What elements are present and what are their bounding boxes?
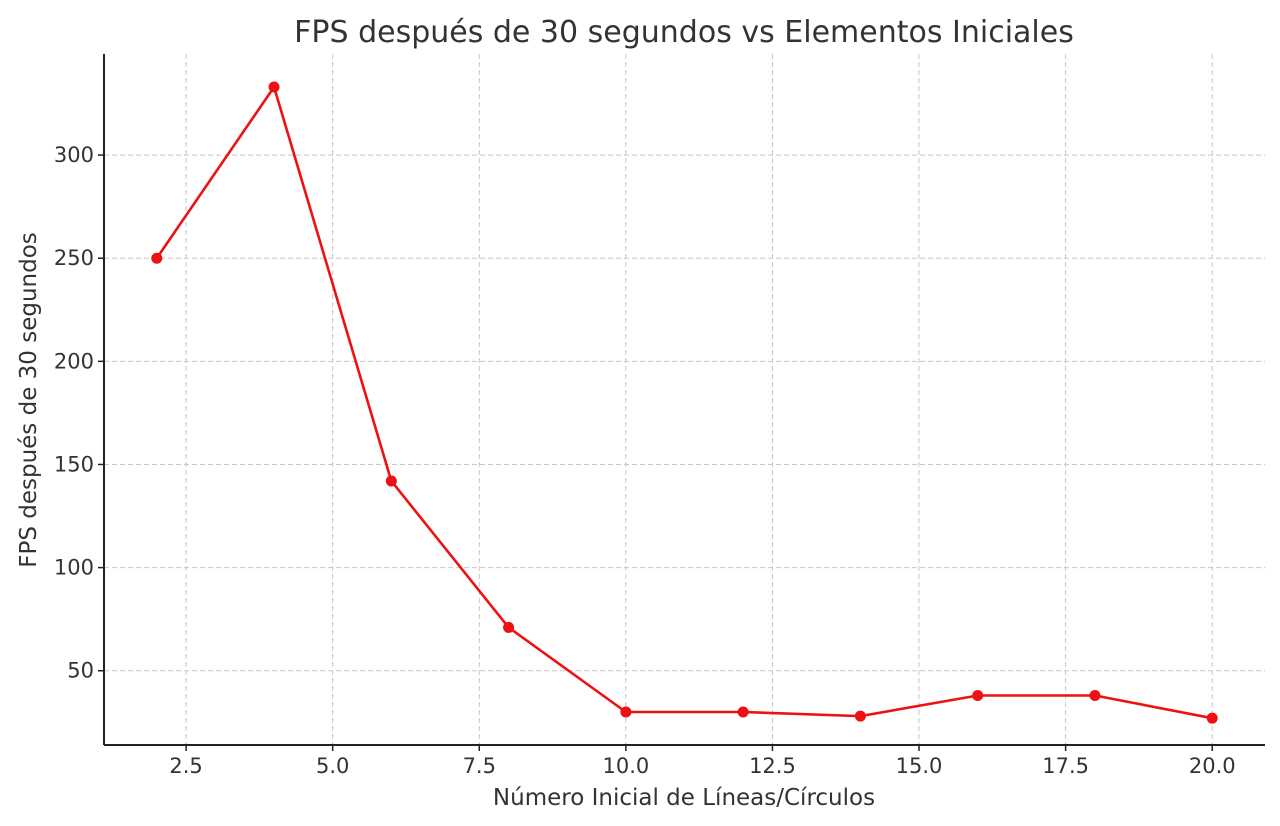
x-tick-label: 17.5	[1042, 754, 1089, 778]
data-point	[1206, 712, 1218, 724]
y-axis-label: FPS después de 30 segundos	[16, 232, 42, 568]
y-tick-label: 50	[67, 659, 94, 683]
data-point	[972, 689, 984, 701]
x-tick-label: 2.5	[169, 754, 202, 778]
y-tick-label: 200	[54, 349, 94, 373]
y-axis-ticks: 50 100 150 200 250 300	[54, 143, 104, 683]
x-axis-ticks: 2.5 5.0 7.5 10.0 12.5 15.0 17.5 20.0	[169, 745, 1236, 778]
data-point	[737, 706, 749, 718]
x-tick-label: 10.0	[602, 754, 649, 778]
y-tick-label: 100	[54, 556, 94, 580]
grid	[104, 54, 1265, 745]
x-tick-label: 15.0	[896, 754, 943, 778]
chart-title: FPS después de 30 segundos vs Elementos …	[294, 15, 1074, 50]
series-group	[151, 81, 1218, 724]
data-point	[854, 710, 866, 722]
x-tick-label: 20.0	[1189, 754, 1236, 778]
x-tick-label: 5.0	[316, 754, 349, 778]
data-point	[1089, 689, 1101, 701]
data-point	[620, 706, 632, 718]
data-point	[503, 621, 515, 633]
y-tick-label: 300	[54, 143, 94, 167]
x-tick-label: 12.5	[749, 754, 796, 778]
x-axis-label: Número Inicial de Líneas/Círculos	[493, 785, 875, 811]
data-point	[268, 81, 280, 93]
x-tick-label: 7.5	[463, 754, 496, 778]
y-tick-label: 150	[54, 452, 94, 476]
axes	[103, 54, 1265, 746]
series-line	[155, 85, 1214, 720]
data-point	[151, 252, 163, 264]
y-tick-label: 250	[54, 246, 94, 270]
data-point	[385, 475, 397, 487]
